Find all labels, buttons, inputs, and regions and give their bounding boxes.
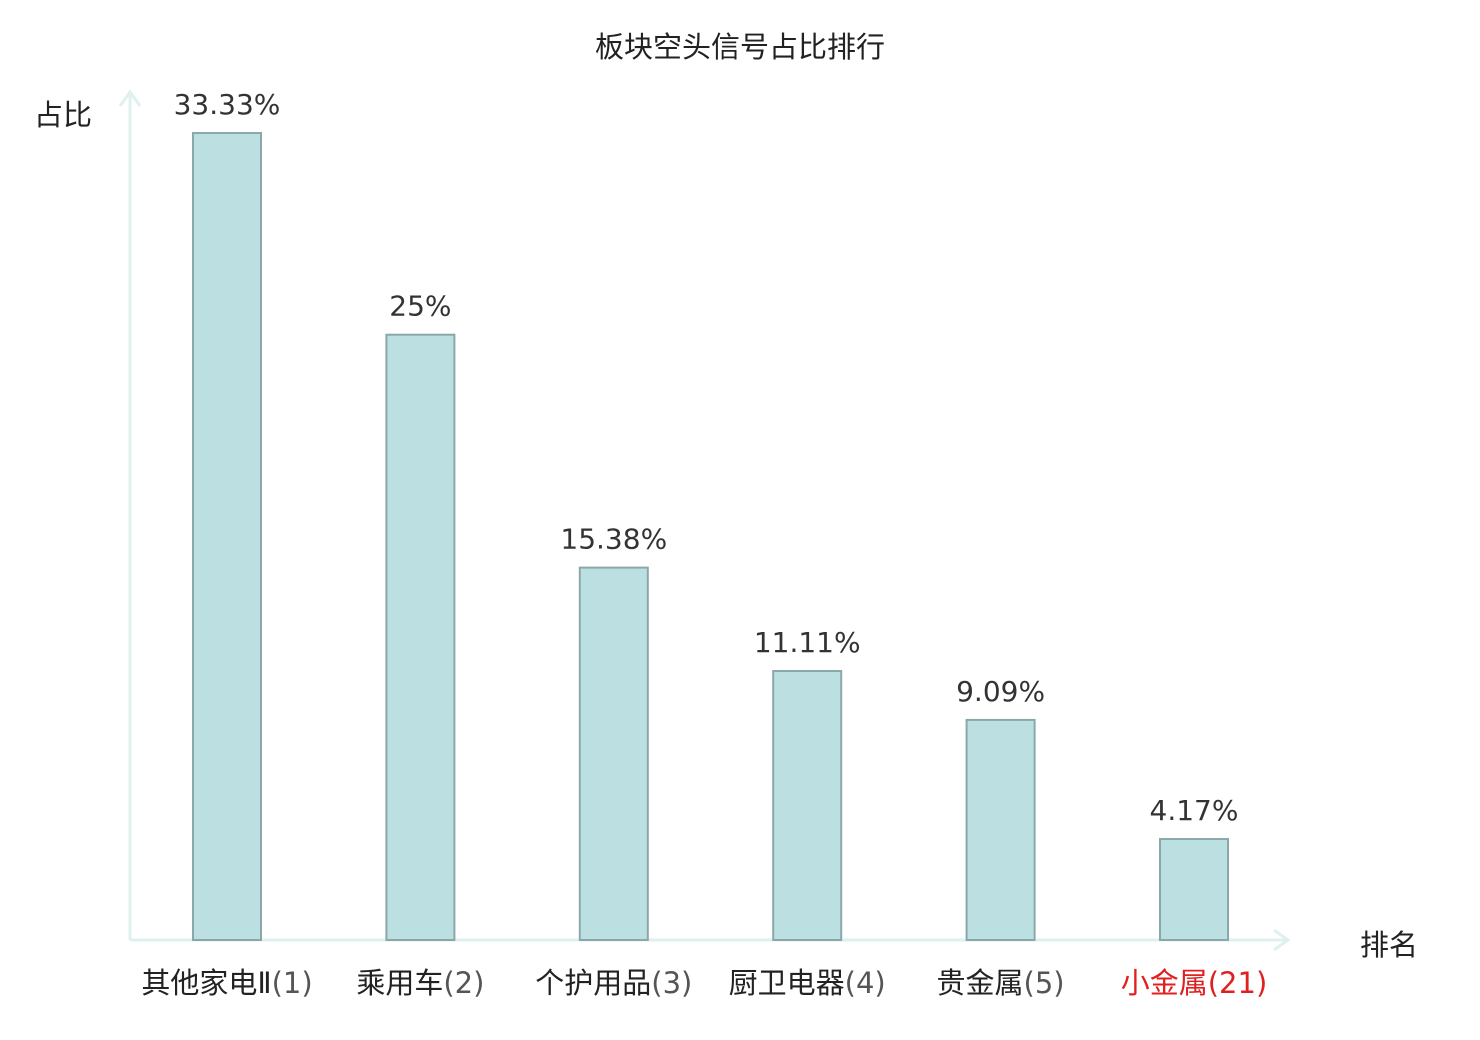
- category-rank: (5): [1023, 966, 1065, 1000]
- category-rank: (1): [271, 966, 313, 1000]
- category-rank: (21): [1207, 966, 1268, 1000]
- category-name: 乘用车: [356, 966, 444, 1000]
- category-name: 厨卫电器: [728, 966, 845, 1000]
- value-labels: 33.33% 25% 15.38% 11.11% 9.09% 4.17%: [174, 88, 1239, 827]
- bar: [965, 718, 1036, 941]
- bar: [1159, 838, 1229, 942]
- category-name: 个护用品: [535, 966, 652, 1000]
- x-tick-label: 厨卫电器(4): [712, 967, 902, 999]
- y-axis-label: 占比: [34, 98, 93, 132]
- x-tick-label: 个护用品(3): [519, 967, 709, 999]
- x-axis-arrow: [1273, 928, 1291, 952]
- category-name: 贵金属: [936, 966, 1024, 1000]
- x-axis-label: 排名: [1360, 928, 1419, 962]
- x-tick-label: 乘用车(2): [325, 967, 515, 999]
- x-tick-label: 小金属(21): [1099, 967, 1289, 999]
- data-label: 25%: [389, 290, 451, 323]
- data-label: 15.38%: [560, 523, 667, 556]
- category-name: 其他家电Ⅱ: [141, 966, 272, 1000]
- x-tick-label: 贵金属(5): [906, 967, 1096, 999]
- bar: [578, 566, 649, 941]
- axes: [118, 89, 1291, 952]
- bar: [385, 333, 456, 941]
- bar: [772, 670, 843, 941]
- category-rank: (4): [844, 966, 886, 1000]
- category-name: 小金属: [1120, 966, 1208, 1000]
- bars: [192, 132, 1229, 942]
- y-axis-arrow: [118, 89, 142, 107]
- category-rank: (3): [651, 966, 693, 1000]
- bar: [192, 132, 262, 942]
- chart-title: 板块空头信号占比排行: [594, 30, 885, 64]
- data-label: 33.33%: [174, 88, 281, 121]
- data-label: 4.17%: [1150, 794, 1239, 827]
- data-label: 9.09%: [956, 675, 1045, 708]
- x-tick-label: 其他家电Ⅱ(1): [132, 967, 322, 999]
- category-rank: (2): [443, 966, 485, 1000]
- data-label: 11.11%: [754, 626, 861, 659]
